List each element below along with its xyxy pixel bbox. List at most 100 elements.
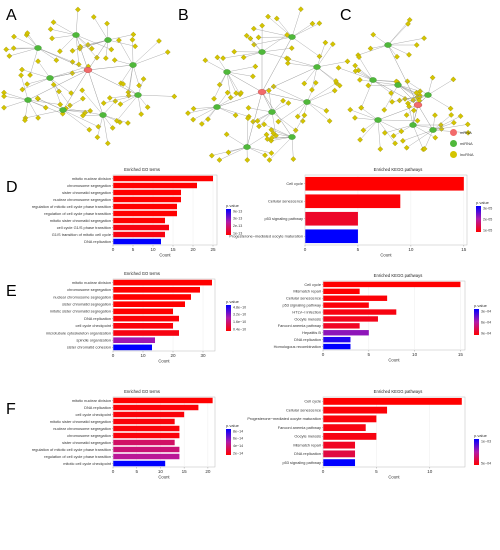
network-edge bbox=[387, 44, 419, 106]
category-label: p53 signaling pathway bbox=[264, 216, 303, 221]
network-edge bbox=[75, 34, 112, 50]
network-edge bbox=[359, 119, 379, 140]
network-edge bbox=[316, 42, 326, 68]
network-edge bbox=[193, 106, 218, 120]
x-axis-label: Count bbox=[388, 358, 400, 363]
category-label: Mismatch repair bbox=[293, 289, 321, 294]
legend-label: mRNA bbox=[460, 130, 472, 135]
bar bbox=[113, 175, 213, 182]
network-edge bbox=[80, 39, 109, 47]
lncrna-node bbox=[250, 73, 256, 80]
panel-label-b: B bbox=[178, 7, 189, 24]
network-edge bbox=[107, 34, 134, 41]
lncrna-node bbox=[411, 107, 417, 114]
bar bbox=[323, 406, 388, 414]
network-edge bbox=[269, 136, 293, 161]
network-edge bbox=[223, 51, 263, 59]
network-edge bbox=[261, 51, 287, 59]
lncrna-node bbox=[205, 116, 211, 123]
lncrna-node bbox=[111, 57, 118, 63]
network-edge bbox=[417, 104, 434, 131]
category-label: Cell cycle bbox=[286, 181, 303, 186]
bar bbox=[113, 286, 200, 293]
network-edge bbox=[278, 101, 308, 122]
lncrna-node bbox=[35, 115, 41, 121]
category-label: G1/S transition of mitotic cell cycle bbox=[52, 232, 111, 237]
lncrna-node bbox=[243, 32, 250, 39]
x-tick-label: 10 bbox=[158, 469, 164, 474]
chart-title: Enriched KEGG pathways bbox=[374, 389, 423, 394]
network-edge bbox=[408, 106, 414, 126]
category-label: DNA replication bbox=[294, 337, 321, 342]
x-axis-label: Count bbox=[158, 475, 170, 480]
lncrna-node bbox=[360, 127, 367, 134]
lncrna-node bbox=[406, 17, 413, 23]
network-edge bbox=[3, 92, 29, 101]
legend-tick-label: 9e-13 bbox=[233, 209, 242, 213]
bar bbox=[113, 411, 185, 418]
network-edge bbox=[261, 91, 293, 138]
mirna-node bbox=[72, 32, 80, 38]
legend-item-mrna: mRNA bbox=[450, 127, 498, 138]
network-edge bbox=[59, 34, 77, 52]
bar bbox=[113, 279, 212, 286]
category-label: regulation of mitotic cell cycle phase t… bbox=[32, 447, 111, 452]
network-edge bbox=[6, 47, 39, 50]
x-axis-label: Count bbox=[380, 253, 392, 258]
bar bbox=[323, 288, 360, 295]
network-edge bbox=[412, 124, 424, 150]
network-edge bbox=[107, 39, 136, 47]
network-edge bbox=[432, 115, 461, 131]
bar bbox=[113, 453, 180, 460]
lncrna-node bbox=[266, 157, 273, 163]
legend-tick-label: 4.8e−10 bbox=[233, 305, 246, 309]
lncrna-node bbox=[256, 123, 262, 130]
lncrna-node bbox=[77, 43, 84, 50]
network-edge bbox=[291, 115, 305, 138]
network-edge bbox=[132, 40, 160, 66]
x-tick-label: 25 bbox=[210, 247, 216, 252]
category-label: Oocyte meiosis bbox=[294, 316, 321, 321]
lncrna-node bbox=[377, 146, 384, 152]
network-edge bbox=[291, 136, 294, 160]
lncrna-node bbox=[392, 140, 398, 147]
network-edge bbox=[316, 66, 337, 82]
legend-colorbar bbox=[226, 429, 231, 455]
bar bbox=[113, 404, 199, 411]
lncrna-node bbox=[357, 136, 363, 143]
network-edge bbox=[216, 91, 263, 108]
network-edge bbox=[306, 90, 335, 103]
lncrna-node bbox=[164, 49, 171, 55]
lncrna-node bbox=[255, 34, 262, 41]
lncrna-node bbox=[298, 6, 304, 13]
lncrna-node bbox=[202, 57, 209, 64]
network-graph bbox=[335, 17, 471, 153]
lncrna-node bbox=[285, 60, 291, 67]
network-edge bbox=[213, 71, 228, 99]
lncrna-node bbox=[87, 108, 93, 114]
network-edge bbox=[24, 99, 29, 121]
lncrna-node bbox=[11, 33, 17, 40]
bar bbox=[323, 459, 356, 467]
bar bbox=[113, 294, 191, 300]
x-tick-label: 10 bbox=[427, 469, 433, 474]
lncrna-node bbox=[140, 76, 147, 82]
network-legend: mRNA miRNA lncRNA bbox=[450, 127, 498, 160]
lncrna-node bbox=[117, 101, 124, 107]
network-edge bbox=[137, 94, 175, 97]
category-label: mitotic nuclear division bbox=[72, 176, 111, 181]
network-edge bbox=[288, 58, 318, 68]
lncrna-node bbox=[280, 97, 286, 104]
mirna-node bbox=[303, 99, 311, 105]
network-edge bbox=[261, 91, 308, 103]
lncrna-node bbox=[56, 88, 62, 95]
lncrna-node bbox=[22, 117, 28, 124]
network-edge bbox=[246, 134, 267, 148]
mirna-node bbox=[243, 144, 251, 150]
mirna-node bbox=[394, 82, 402, 88]
category-label: chromosome segregation bbox=[67, 433, 111, 438]
lncrna-node bbox=[389, 99, 395, 105]
lncrna-node bbox=[284, 32, 290, 38]
category-label: DNA replication bbox=[294, 451, 321, 456]
